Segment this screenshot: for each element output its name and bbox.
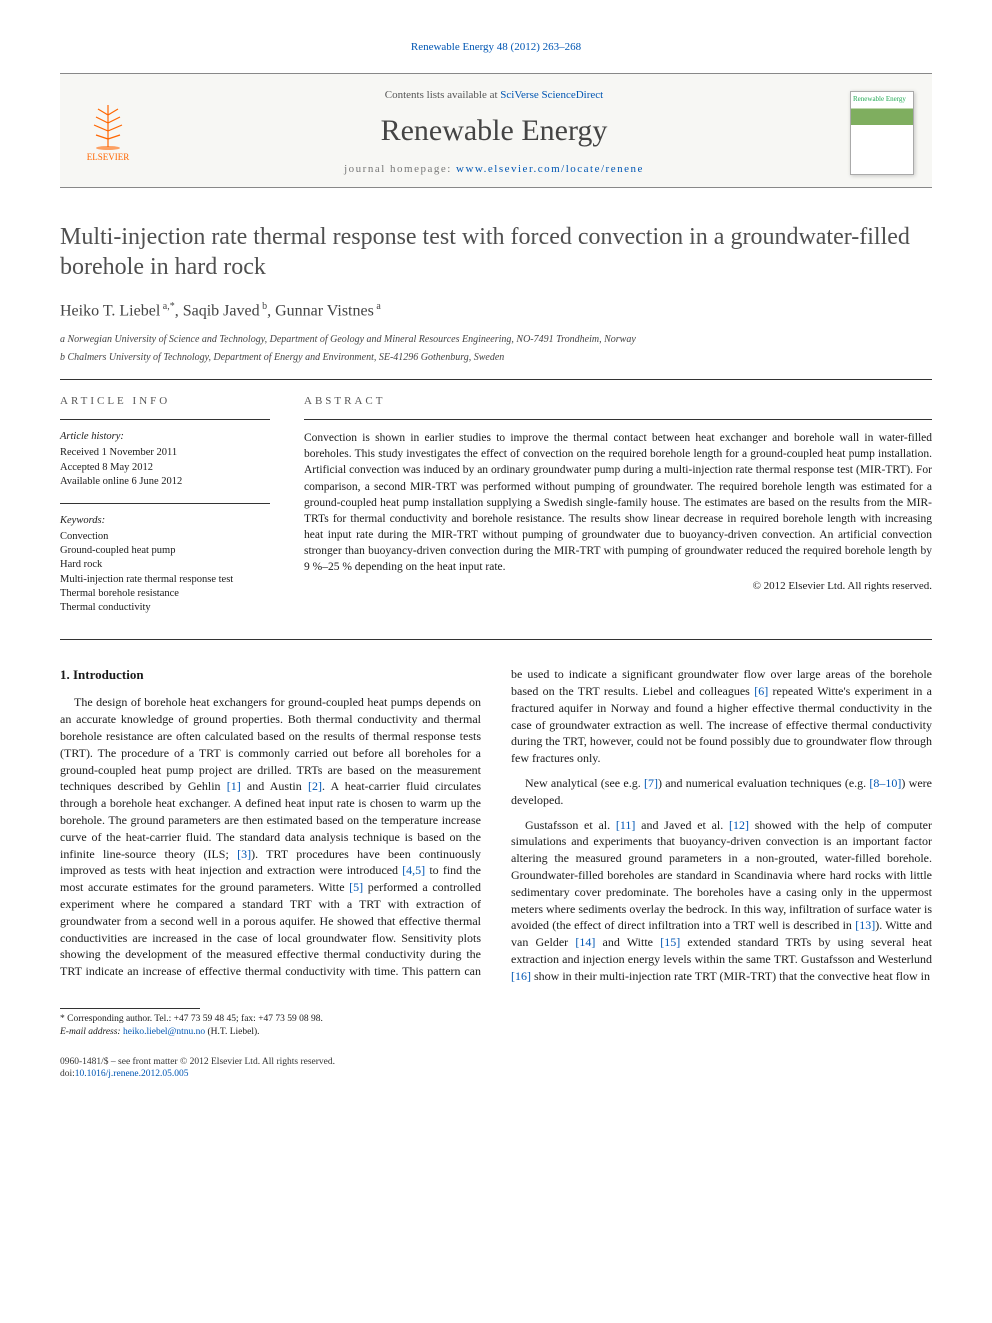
body-text: and Austin (241, 779, 308, 793)
homepage-link[interactable]: www.elsevier.com/locate/renene (456, 163, 644, 175)
email-suffix: (H.T. Liebel). (205, 1027, 259, 1037)
ref-5[interactable]: [5] (349, 880, 363, 894)
abstract-text: Convection is shown in earlier studies t… (304, 430, 932, 575)
author-2-sup: b (260, 301, 268, 312)
info-divider-2 (60, 503, 270, 504)
ref-2[interactable]: [2] (308, 779, 322, 793)
body-columns: 1. Introduction The design of borehole h… (60, 666, 932, 986)
homepage-line: journal homepage: www.elsevier.com/locat… (156, 162, 832, 177)
contents-prefix: Contents lists available at (385, 89, 500, 101)
tree-icon (86, 101, 130, 151)
body-text: show in their multi-injection rate TRT (… (531, 969, 930, 983)
email-link[interactable]: heiko.liebel@ntnu.no (123, 1027, 205, 1037)
ref-3[interactable]: [3] (237, 847, 251, 861)
history-online: Available online 6 June 2012 (60, 475, 270, 489)
footnote-separator (60, 1008, 200, 1009)
ref-4-5[interactable]: [4,5] (402, 863, 425, 877)
citation-link[interactable]: Renewable Energy 48 (2012) 263–268 (411, 41, 581, 53)
ref-14[interactable]: [14] (575, 935, 595, 949)
history-title: Article history: (60, 430, 270, 444)
publisher-header: ELSEVIER Contents lists available at Sci… (60, 73, 932, 188)
ref-16[interactable]: [16] (511, 969, 531, 983)
ref-15[interactable]: [15] (660, 935, 680, 949)
keyword-2: Ground-coupled heat pump (60, 544, 270, 558)
body-text: Gustafsson et al. (525, 818, 616, 832)
keyword-4: Multi-injection rate thermal response te… (60, 573, 270, 587)
elsevier-logo: ELSEVIER (78, 98, 138, 168)
doi-link[interactable]: 10.1016/j.renene.2012.05.005 (75, 1069, 189, 1079)
history-received: Received 1 November 2011 (60, 446, 270, 460)
affiliation-a: a Norwegian University of Science and Te… (60, 333, 932, 347)
abstract-label: ABSTRACT (304, 394, 932, 409)
ref-7[interactable]: [7] (644, 776, 658, 790)
author-2: , Saqib Javed (175, 303, 260, 320)
corresponding-author: * Corresponding author. Tel.: +47 73 59 … (60, 1013, 932, 1025)
abstract-copyright: © 2012 Elsevier Ltd. All rights reserved… (304, 579, 932, 594)
ref-11[interactable]: [11] (616, 818, 636, 832)
abstract-column: ABSTRACT Convection is shown in earlier … (304, 394, 932, 629)
journal-cover-thumbnail: Renewable Energy (850, 91, 914, 175)
elsevier-name: ELSEVIER (87, 151, 130, 164)
contents-line: Contents lists available at SciVerse Sci… (156, 88, 832, 103)
history-block: Article history: Received 1 November 201… (60, 430, 270, 489)
body-text: ) and numerical evaluation techniques (e… (658, 776, 869, 790)
section-heading-introduction: 1. Introduction (60, 666, 481, 684)
ref-13[interactable]: [13] (855, 918, 875, 932)
body-para-3: New analytical (see e.g. [7]) and numeri… (511, 775, 932, 809)
journal-name: Renewable Energy (156, 110, 832, 152)
footnotes: * Corresponding author. Tel.: +47 73 59 … (60, 1013, 932, 1038)
homepage-prefix: journal homepage: (344, 163, 456, 175)
keywords-block: Keywords: Convection Ground-coupled heat… (60, 514, 270, 615)
ref-12[interactable]: [12] (729, 818, 749, 832)
header-center: Contents lists available at SciVerse Sci… (156, 88, 832, 177)
keyword-1: Convection (60, 530, 270, 544)
bottom-meta: 0960-1481/$ – see front matter © 2012 El… (60, 1056, 932, 1081)
author-3: , Gunnar Vistnes (267, 303, 374, 320)
email-line: E-mail address: heiko.liebel@ntnu.no (H.… (60, 1026, 932, 1038)
page-root: Renewable Energy 48 (2012) 263–268 ELSEV… (0, 0, 992, 1121)
info-abstract-row: ARTICLE INFO Article history: Received 1… (60, 394, 932, 629)
body-text: New analytical (see e.g. (525, 776, 644, 790)
keywords-title: Keywords: (60, 514, 270, 528)
abstract-divider (304, 419, 932, 420)
email-label: E-mail address: (60, 1027, 123, 1037)
history-accepted: Accepted 8 May 2012 (60, 461, 270, 475)
author-3-sup: a (374, 301, 381, 312)
author-1-sup: a,* (160, 301, 174, 312)
author-1: Heiko T. Liebel (60, 303, 160, 320)
article-title: Multi-injection rate thermal response te… (60, 222, 932, 282)
doi-prefix: doi: (60, 1069, 75, 1079)
body-para-4: Gustafsson et al. [11] and Javed et al. … (511, 817, 932, 985)
doi-line: doi:10.1016/j.renene.2012.05.005 (60, 1068, 932, 1080)
divider-top (60, 379, 932, 380)
affiliation-b: b Chalmers University of Technology, Dep… (60, 351, 932, 365)
body-text: showed with the help of computer simulat… (511, 818, 932, 933)
citation-line: Renewable Energy 48 (2012) 263–268 (60, 40, 932, 55)
info-divider-1 (60, 419, 270, 420)
ref-6[interactable]: [6] (754, 684, 768, 698)
body-text: and Javed et al. (635, 818, 729, 832)
article-info-label: ARTICLE INFO (60, 394, 270, 409)
sciencedirect-link[interactable]: SciVerse ScienceDirect (500, 89, 603, 101)
ref-1[interactable]: [1] (227, 779, 241, 793)
article-info-column: ARTICLE INFO Article history: Received 1… (60, 394, 270, 629)
divider-bottom (60, 639, 932, 640)
cover-title: Renewable Energy (853, 95, 911, 105)
issn-line: 0960-1481/$ – see front matter © 2012 El… (60, 1056, 932, 1068)
keyword-3: Hard rock (60, 558, 270, 572)
ref-8-10[interactable]: [8–10] (869, 776, 901, 790)
body-text: and Witte (595, 935, 660, 949)
keyword-6: Thermal conductivity (60, 601, 270, 615)
authors-line: Heiko T. Liebel a,*, Saqib Javed b, Gunn… (60, 300, 932, 323)
keyword-5: Thermal borehole resistance (60, 587, 270, 601)
